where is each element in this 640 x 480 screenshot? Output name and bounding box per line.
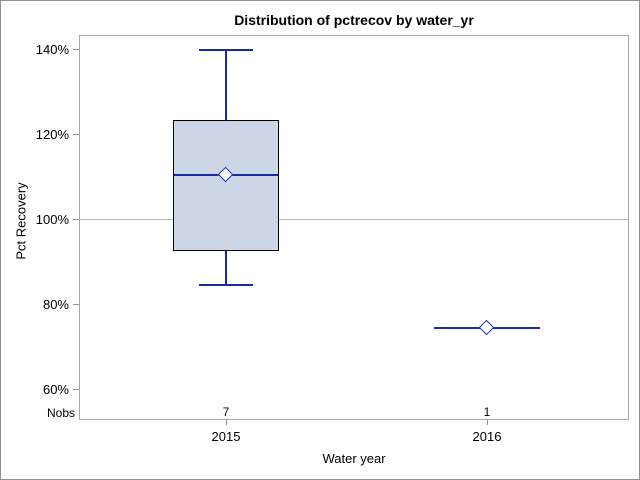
upper-whisker-line [225,49,227,120]
y-axis-tick [73,134,79,135]
nobs-value: 7 [222,405,230,419]
x-axis-title: Water year [322,451,386,466]
y-axis-tick-label: 140% [35,41,69,57]
y-axis-tick-label: 60% [42,381,69,397]
y-axis-tick-label: 80% [42,296,69,312]
chart-title: Distribution of pctrecov by water_yr [234,12,474,28]
y-axis-tick [73,219,79,220]
reference-line [80,219,628,220]
upper-whisker-cap [199,48,253,51]
x-axis-tick-label: 2015 [211,429,241,444]
y-axis-tick-label: 100% [35,211,69,227]
nobs-row-label: Nobs [46,406,75,420]
x-axis-tick [486,420,488,425]
iqr-box [173,119,279,252]
y-axis-tick-label: 120% [35,126,69,142]
nobs-value: 1 [483,405,491,419]
lower-whisker-line [225,251,227,286]
y-axis-tick [73,389,79,390]
lower-whisker-cap [199,284,253,287]
mean-diamond-marker [478,319,495,336]
y-axis-tick [73,49,79,50]
x-axis-tick-label: 2016 [472,429,502,444]
x-axis-tick [225,420,227,425]
y-axis-tick [73,304,79,305]
